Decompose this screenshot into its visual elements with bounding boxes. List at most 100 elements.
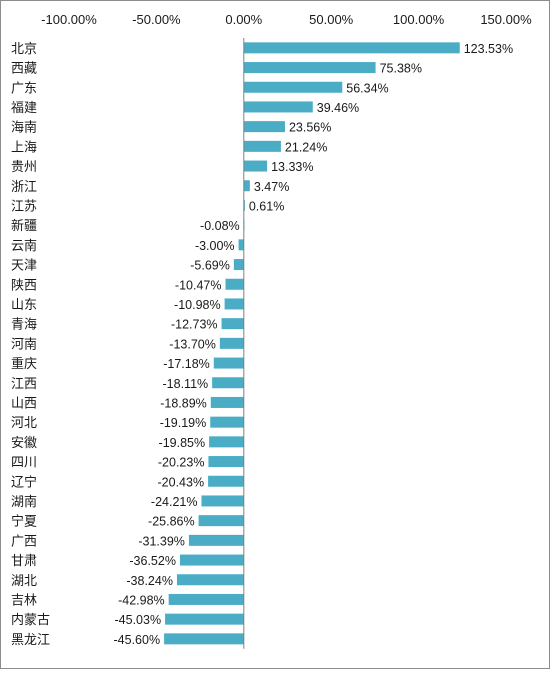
category-label: 河南 (11, 336, 37, 351)
bar (164, 633, 244, 645)
category-label: 海南 (11, 120, 37, 135)
category-label: 四川 (11, 455, 37, 470)
category-label: 山西 (11, 395, 37, 410)
x-tick-label: 50.00% (309, 12, 354, 27)
bar (225, 278, 244, 290)
data-label: -45.03% (115, 613, 162, 627)
data-label: -18.89% (160, 396, 207, 410)
bar (243, 101, 313, 113)
data-label: 13.33% (271, 160, 313, 174)
category-label: 广西 (11, 533, 37, 548)
category-label: 云南 (11, 238, 37, 253)
bar (208, 475, 244, 487)
bar (176, 574, 244, 586)
data-label: -24.21% (151, 495, 198, 509)
category-label: 新疆 (11, 218, 37, 233)
bar (213, 357, 244, 369)
category-label: 福建 (11, 100, 37, 115)
category-label: 重庆 (11, 356, 37, 371)
x-tick-label: 100.00% (393, 12, 445, 27)
data-label: -20.23% (158, 456, 205, 470)
data-label: -25.86% (148, 515, 195, 529)
bar (168, 593, 244, 605)
data-label: -12.73% (171, 318, 218, 332)
bar (201, 495, 244, 507)
bar (243, 180, 250, 192)
data-label: -5.69% (190, 259, 230, 273)
category-label: 湖北 (11, 573, 37, 588)
category-label: 吉林 (11, 592, 37, 607)
category-label: 江苏 (11, 198, 37, 213)
bar (208, 456, 244, 468)
data-label: -19.19% (160, 416, 207, 430)
data-label: -20.43% (158, 475, 205, 489)
category-label: 山东 (11, 297, 37, 312)
category-label: 安徽 (11, 435, 37, 450)
data-label: -10.98% (174, 298, 221, 312)
bar (243, 81, 343, 93)
category-label: 浙江 (11, 179, 37, 194)
bar (238, 239, 244, 251)
bar (233, 259, 244, 271)
data-label: 3.47% (254, 180, 289, 194)
bar (224, 298, 244, 310)
data-label: -31.39% (138, 534, 185, 548)
data-label: 0.61% (249, 199, 284, 213)
x-tick-label: -50.00% (132, 12, 181, 27)
data-label: -19.85% (159, 436, 206, 450)
bar (243, 199, 245, 211)
bar (243, 140, 281, 152)
x-tick-label: -100.00% (41, 12, 97, 27)
category-label: 上海 (11, 139, 37, 154)
data-label: -45.60% (114, 633, 161, 647)
category-labels: 北京西藏广东福建海南上海贵州浙江江苏新疆云南天津陕西山东青海河南重庆江西山西河北… (11, 41, 50, 647)
data-labels: 123.53% 75.38% 56.34% 39.46% 23.56% 21.24% 13.… (114, 42, 514, 647)
data-label: -18.11% (163, 377, 209, 391)
category-label: 广东 (11, 80, 37, 95)
bar (198, 515, 244, 527)
category-label: 西藏 (11, 61, 37, 76)
bar (179, 554, 244, 566)
bar (221, 318, 244, 330)
bar (210, 416, 244, 428)
bar (243, 160, 268, 172)
bar (188, 534, 244, 546)
category-label: 甘肃 (11, 553, 37, 568)
category-label: 天津 (11, 258, 37, 273)
data-label: -38.24% (126, 574, 173, 588)
bar (212, 377, 244, 389)
category-label: 陕西 (11, 277, 37, 292)
category-label: 宁夏 (11, 514, 37, 529)
data-label: -13.70% (169, 337, 216, 351)
data-label: -36.52% (129, 554, 176, 568)
category-label: 北京 (11, 41, 37, 56)
x-tick-label: 150.00% (480, 12, 532, 27)
data-label: -0.08% (200, 219, 240, 233)
bar (209, 436, 244, 448)
bars (164, 42, 460, 645)
category-label: 湖南 (11, 494, 37, 509)
data-label: -17.18% (163, 357, 210, 371)
category-label: 江西 (11, 376, 37, 391)
category-label: 河北 (11, 415, 37, 430)
bar (243, 62, 376, 74)
x-tick-label: 0.00% (225, 12, 262, 27)
data-label: -3.00% (195, 239, 235, 253)
data-label: -10.47% (175, 278, 222, 292)
data-label: 56.34% (346, 81, 388, 95)
data-label: 123.53% (464, 42, 513, 56)
bar (219, 337, 244, 349)
data-label: -42.98% (118, 593, 165, 607)
bar (243, 121, 285, 133)
data-label: 75.38% (380, 62, 422, 76)
bar (210, 396, 244, 408)
data-label: 23.56% (289, 121, 331, 135)
category-label: 贵州 (11, 159, 37, 174)
category-label: 辽宁 (11, 474, 37, 489)
data-label: 39.46% (317, 101, 359, 115)
data-label: 21.24% (285, 140, 327, 154)
category-label: 青海 (11, 317, 37, 332)
category-label: 黑龙江 (11, 632, 50, 647)
